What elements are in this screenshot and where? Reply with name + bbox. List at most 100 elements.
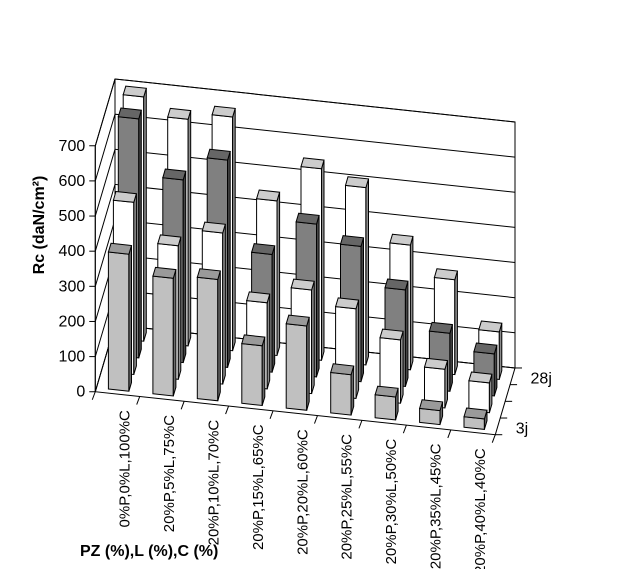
bar-side (262, 337, 265, 405)
bar-top (341, 236, 364, 247)
bar-top (336, 298, 359, 309)
bar (420, 400, 443, 425)
x-tick-mark (492, 435, 495, 443)
x-tick-label: 20%P,30%L,50%C (383, 439, 400, 565)
y-tick-label: 600 (59, 173, 86, 190)
x-tick-label: 20%P,40%L,40%C (472, 448, 489, 569)
x-tick-label: 20%P,10%L,70%C (205, 420, 222, 546)
bar-top (197, 269, 220, 280)
bar-front (153, 276, 173, 396)
x-tick-label: 20%P,35%L,45%C (428, 443, 445, 569)
x-tick-mark (359, 420, 362, 428)
x-tick-label: 20%P,25%L,55%C (339, 434, 356, 560)
bar-top (385, 279, 408, 290)
y-tick-label: 100 (59, 349, 86, 366)
bar-side (405, 281, 408, 386)
bar-front (469, 381, 490, 413)
bar-top (301, 158, 324, 169)
y-tick-label: 200 (59, 313, 86, 330)
y-tick-label: 700 (59, 138, 86, 155)
bar (286, 315, 309, 410)
bar (464, 408, 487, 429)
bar-side (366, 179, 369, 365)
bar-top (158, 235, 181, 246)
bar-top (163, 169, 186, 180)
bar (242, 335, 265, 406)
y-tick-label: 500 (59, 208, 86, 225)
bar-side (410, 236, 413, 369)
y-tick-label: 0 (76, 384, 85, 401)
bar-side (307, 317, 310, 410)
x-tick-label: 20%P,15%L,65%C (250, 424, 267, 550)
bar-front (375, 395, 396, 420)
bar-side (312, 281, 315, 393)
bar-side (267, 294, 270, 389)
bar-side (223, 224, 226, 384)
bar-top (380, 329, 403, 340)
bar (375, 386, 398, 420)
bar-side (322, 160, 325, 360)
x-tick-label: 0%P,0%L,100%C (117, 410, 134, 527)
bar-top (168, 108, 191, 119)
depth-label: 3j (516, 420, 528, 437)
bar-top (291, 279, 314, 290)
bar-top (113, 192, 136, 203)
depth-label: 28j (531, 370, 552, 387)
bar-side (233, 108, 236, 350)
bar-side (317, 215, 320, 377)
bar-top (296, 213, 319, 224)
bar-top (464, 408, 487, 419)
bar-front (242, 344, 262, 406)
bar-top (429, 322, 452, 333)
bar-side (356, 300, 359, 398)
x-tick-label: 20%P,5%L,75%C (161, 415, 178, 532)
bar-top (390, 234, 413, 245)
bar-top (257, 190, 280, 201)
bar (331, 364, 354, 415)
bar-side (183, 171, 186, 362)
bar-front (108, 252, 128, 391)
bar-top (375, 386, 398, 397)
bar-top (123, 86, 146, 97)
y-axis-title: Rc (daN/cm²) (31, 176, 48, 275)
bar (469, 372, 492, 413)
bar-front (331, 373, 351, 416)
bar-front (197, 277, 218, 401)
bar-top (479, 321, 502, 332)
bar-top (242, 335, 265, 346)
bar-top (118, 108, 141, 119)
bar-side (188, 111, 191, 346)
bar-side (272, 246, 275, 372)
bar-top (331, 364, 354, 375)
bar-top (108, 243, 131, 254)
bar-side (455, 271, 458, 375)
bar-side (228, 151, 231, 367)
bar-side (144, 88, 147, 341)
bar-top (207, 149, 230, 160)
bar-side (277, 192, 280, 355)
x-axis-title: PZ (%),L (%),C (%) (80, 543, 218, 560)
bar-side (401, 331, 404, 403)
x-tick-mark (448, 430, 451, 438)
bar-top (202, 222, 225, 233)
bar-top (212, 106, 235, 117)
bar-top (252, 244, 275, 255)
bar-top (286, 315, 309, 326)
bar-side (178, 237, 181, 379)
y-tick-label: 300 (59, 278, 86, 295)
bar-side (129, 246, 132, 392)
bar-front (286, 324, 307, 411)
bar-top (469, 372, 492, 383)
bar-side (134, 194, 137, 375)
x-tick-label: 20%P,20%L,60%C (294, 429, 311, 555)
y-tick-label: 400 (59, 243, 86, 260)
bar (197, 269, 220, 401)
bar (153, 267, 176, 396)
x-tick-mark (270, 411, 273, 419)
bar-side (218, 271, 221, 401)
x-tick-mark (314, 416, 317, 424)
bar-top (420, 400, 443, 411)
x-tick-mark (92, 392, 95, 400)
